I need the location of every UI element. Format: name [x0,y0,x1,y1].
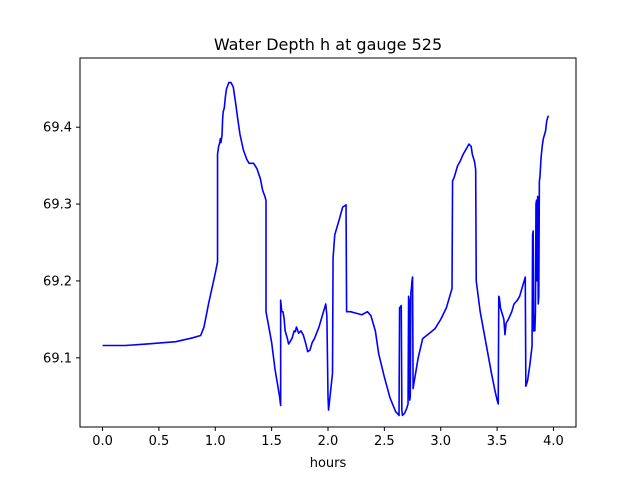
x-tick-label: 3.5 [487,434,508,449]
x-tick-label: 1.0 [205,434,226,449]
y-tick-label: 69.3 [43,198,72,213]
y-tick-label: 69.1 [43,351,72,366]
x-tick-label: 2.0 [318,434,339,449]
y-axis: 69.1 69.2 69.3 69.4 [43,121,80,366]
x-tick-label: 0.0 [92,434,113,449]
x-axis: 0.0 0.5 1.0 1.5 2.0 2.5 3.0 3.5 4.0 [92,427,564,449]
y-tick-label: 69.4 [43,121,72,136]
x-tick-label: 0.5 [149,434,170,449]
x-axis-label: hours [310,456,347,471]
x-tick-label: 4.0 [543,434,564,449]
chart-title: Water Depth h at gauge 525 [214,35,442,54]
y-tick-label: 69.2 [43,274,72,289]
x-tick-label: 1.5 [261,434,282,449]
x-tick-label: 2.5 [374,434,395,449]
series-line-0 [102,81,550,417]
x-tick-label: 3.0 [430,434,451,449]
series-layer [102,81,550,417]
